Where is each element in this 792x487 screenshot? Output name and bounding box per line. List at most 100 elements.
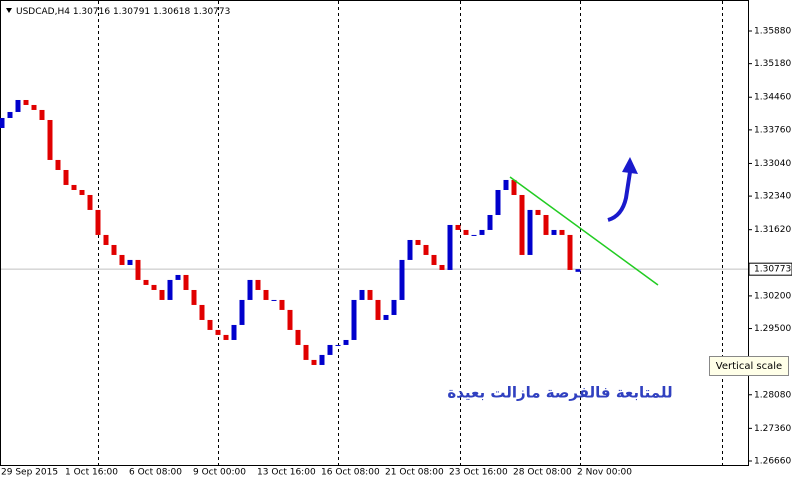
candle-body xyxy=(119,254,125,265)
candle-body xyxy=(175,274,181,280)
candle-body xyxy=(471,234,477,236)
bar-open: 1.30716 xyxy=(73,7,110,17)
candle-body xyxy=(567,234,573,270)
tooltip: Vertical scale xyxy=(709,356,789,376)
candle-body xyxy=(31,104,37,110)
y-tick-label: 1.34460 xyxy=(754,93,791,103)
y-tick-label: 1.31620 xyxy=(754,225,791,235)
x-tick-label: 28 Oct 08:00 xyxy=(513,468,572,478)
candle-body xyxy=(447,224,453,270)
candle-body xyxy=(263,289,269,300)
candle-body xyxy=(239,299,245,325)
candle-body xyxy=(527,209,533,255)
candle-body xyxy=(423,244,429,255)
candle-body xyxy=(455,224,461,230)
candle-body xyxy=(127,259,133,265)
y-tick-label: 1.28080 xyxy=(754,390,791,400)
candle-body xyxy=(479,229,485,235)
candle-body xyxy=(55,159,61,170)
candle-body xyxy=(375,299,381,320)
y-tick-label: 1.27360 xyxy=(754,424,791,434)
price-label-box xyxy=(748,262,792,276)
y-tick-label: 1.35880 xyxy=(754,27,791,37)
candle-body xyxy=(39,109,45,120)
y-tick-label: 1.30200 xyxy=(754,291,791,301)
candle-body xyxy=(287,309,293,330)
tooltip-text: Vertical scale xyxy=(716,361,782,372)
candle-body xyxy=(503,179,509,190)
bar-close: 1.30773 xyxy=(193,7,230,17)
candle-body xyxy=(399,259,405,300)
candle-body xyxy=(7,111,13,118)
candle-body xyxy=(215,329,221,335)
candle-body xyxy=(495,189,501,215)
candle-body xyxy=(439,264,445,270)
candle-body xyxy=(247,279,253,300)
candle-body xyxy=(23,99,29,105)
symbol: USDCAD,H4 xyxy=(16,7,70,17)
trend-line xyxy=(509,176,659,286)
candle-body xyxy=(87,194,93,210)
candle-body xyxy=(143,279,149,285)
candle-body xyxy=(63,169,69,185)
candle-body xyxy=(159,289,165,300)
candle-body xyxy=(47,119,53,160)
candle-body xyxy=(407,239,413,260)
y-tick-label: 1.35180 xyxy=(754,59,791,69)
candle-body xyxy=(535,209,541,215)
candle-body xyxy=(343,339,349,345)
candle-body xyxy=(79,189,85,195)
y-tick-label: 1.33760 xyxy=(754,125,791,135)
candle-body xyxy=(431,254,437,265)
x-tick-label: 21 Oct 08:00 xyxy=(385,468,444,478)
arrow-head xyxy=(622,157,638,174)
x-tick-label: 2 Nov 00:00 xyxy=(577,468,632,478)
y-tick-label: 1.29500 xyxy=(754,324,791,334)
candle-body xyxy=(319,354,325,365)
candle-body xyxy=(295,329,301,345)
candle-body xyxy=(95,209,101,235)
candle-body xyxy=(271,299,277,301)
y-tick-label: 1.32340 xyxy=(754,192,791,202)
candle-body xyxy=(367,289,373,300)
tooltip-box xyxy=(709,356,789,376)
candle-body xyxy=(463,229,469,235)
candle-body xyxy=(135,259,141,280)
candle-body xyxy=(351,299,357,340)
menu-triangle[interactable] xyxy=(6,8,12,13)
candle-body xyxy=(183,274,189,290)
candle-body xyxy=(415,239,421,245)
arrow-shaft xyxy=(607,171,632,222)
candle-body xyxy=(279,299,285,310)
candle-body xyxy=(327,344,333,355)
candle-body xyxy=(0,117,5,129)
x-tick-label: 9 Oct 00:00 xyxy=(193,468,246,478)
candle-body xyxy=(111,244,117,255)
candle-body xyxy=(311,359,317,365)
candle-body xyxy=(223,334,229,340)
candle-body xyxy=(151,284,157,290)
candle-body xyxy=(559,229,565,235)
plot-frame xyxy=(0,0,749,466)
candle-body xyxy=(303,344,309,360)
x-tick-label: 1 Oct 16:00 xyxy=(65,468,118,478)
bar-high: 1.30791 xyxy=(113,7,150,17)
price-label: 1.30773 xyxy=(754,265,791,275)
annotation: للمتابعة فالفرصة مازالت بعيدة xyxy=(447,384,672,402)
candle-body xyxy=(71,184,77,190)
bar-low: 1.30618 xyxy=(153,7,190,17)
candle-body xyxy=(231,324,237,340)
candle-body xyxy=(359,289,365,300)
candle-body xyxy=(191,289,197,305)
candle-body xyxy=(487,214,493,230)
x-tick-label: 29 Sep 2015 xyxy=(1,468,58,478)
candle-body xyxy=(15,99,21,112)
candle-body xyxy=(255,279,261,290)
x-tick-label: 23 Oct 16:00 xyxy=(449,468,508,478)
period-separators xyxy=(98,1,723,465)
candle-body xyxy=(167,279,173,300)
candle-body xyxy=(543,214,549,235)
candle-body xyxy=(391,299,397,315)
